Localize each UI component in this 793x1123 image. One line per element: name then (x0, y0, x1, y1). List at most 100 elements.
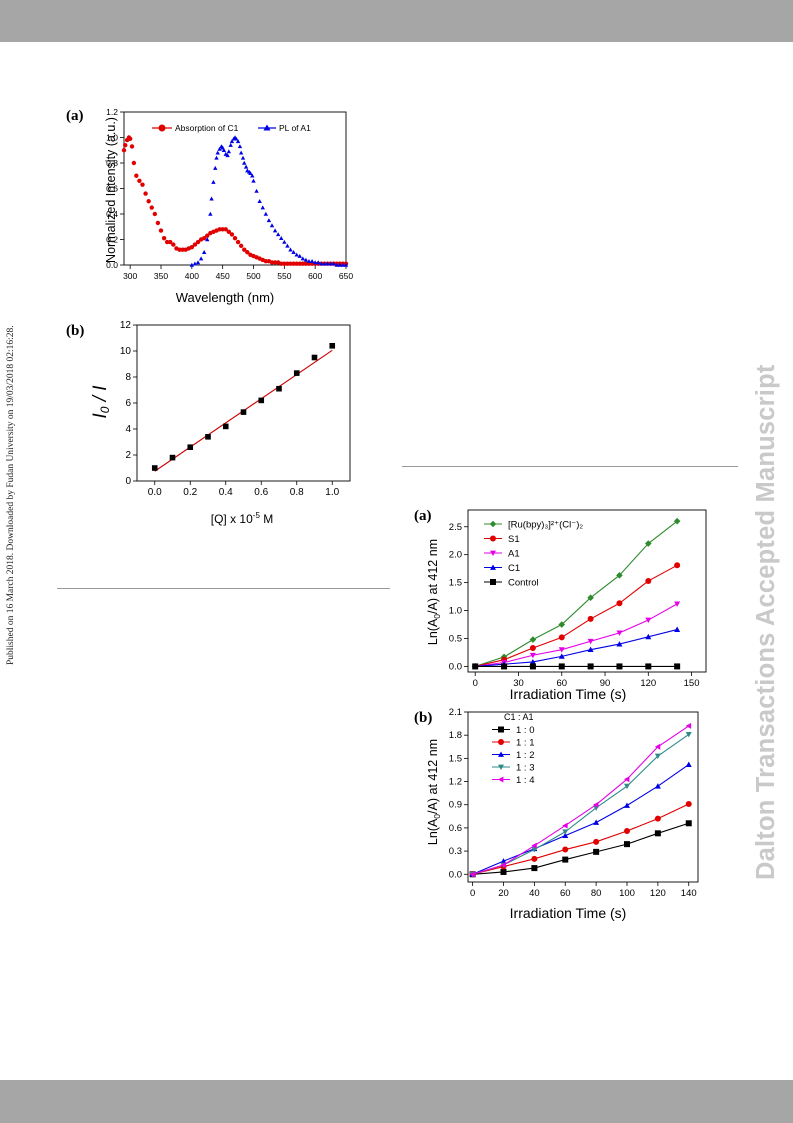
data-point (316, 260, 321, 265)
x-tick-label: 30 (513, 678, 524, 689)
x-tick-label: 0.4 (219, 487, 233, 498)
y-tick-label: 1.0 (449, 606, 462, 617)
legend-label: A1 (508, 549, 520, 560)
y-tick-label: 0.0 (106, 260, 118, 270)
y-tick-label: 12 (120, 320, 132, 331)
data-point (198, 256, 204, 261)
data-point (558, 653, 565, 659)
data-point (616, 572, 623, 579)
y-tick-label: 10 (120, 346, 132, 357)
panel-label-a: (a) (66, 108, 84, 124)
legend-label: S1 (508, 534, 520, 545)
x-tick-label: 350 (154, 271, 168, 281)
data-point (263, 211, 269, 216)
data-point (279, 236, 284, 240)
data-point (685, 732, 692, 738)
y-tick-label: 1.0 (106, 133, 118, 143)
plot-area: 300 350 400 450 500 550 600 650 0.0 0.2 0.4 0.6 0.8 1… (106, 107, 353, 281)
x-tick-label: 450 (216, 271, 230, 281)
panel-label-a: (a) (414, 508, 432, 524)
x-axis-label: Irradiation Time (s) (510, 686, 627, 702)
data-point (177, 247, 182, 252)
legend-label: Control (508, 578, 539, 589)
data-point (654, 743, 661, 750)
data-point (472, 663, 479, 670)
legend-label: [Ru(bpy)₃]²⁺(Cl⁻)₂ (508, 520, 583, 531)
data-point (623, 802, 630, 808)
data-point (288, 261, 293, 266)
legend-label: 1 : 3 (516, 763, 535, 774)
data-point (158, 228, 164, 233)
data-point (500, 858, 507, 864)
data-point (685, 800, 692, 807)
data-point (164, 239, 170, 245)
data-point (137, 178, 142, 184)
y-tick-label: 2.1 (449, 707, 462, 718)
data-point (645, 663, 652, 670)
data-point (248, 171, 253, 175)
data-point (217, 227, 222, 232)
data-point (217, 146, 222, 151)
y-tick-label: 4 (125, 424, 131, 435)
data-point (240, 155, 246, 160)
x-tick-label: 60 (560, 888, 571, 899)
x-tick-label: 600 (308, 271, 322, 281)
legend-marker (498, 751, 504, 757)
data-point (187, 444, 194, 450)
data-point (226, 229, 232, 235)
data-point (201, 236, 207, 241)
x-tick-label: 400 (185, 271, 199, 281)
data-point (312, 260, 318, 265)
legend-marker (498, 739, 504, 745)
y-tick-label: 2.5 (449, 522, 462, 533)
data-point (303, 257, 309, 262)
x-tick-label: 500 (246, 271, 260, 281)
data-point (215, 150, 220, 155)
x-tick-label: 0 (473, 678, 478, 689)
x-tick-label: 0.0 (148, 487, 162, 498)
y-tick-label: 1.5 (449, 578, 462, 589)
data-point (155, 220, 161, 226)
data-point (161, 236, 167, 241)
data-point (169, 454, 176, 461)
data-point (245, 250, 250, 255)
kinetics-ratio-chart: (b) 0 20 40 60 80 100 120 140 0.0 0.3 0.6 0.9 1.2 1.5… (414, 707, 699, 921)
data-point (131, 160, 137, 166)
data-point (234, 136, 239, 141)
data-point (343, 262, 349, 267)
data-point (140, 182, 145, 187)
data-point (263, 258, 269, 264)
data-point (285, 261, 290, 266)
data-point (192, 242, 198, 247)
x-tick-label: 300 (123, 271, 137, 281)
data-point (319, 261, 324, 266)
data-point (220, 227, 225, 232)
y-tick-label: 1.5 (449, 753, 462, 764)
data-point (593, 838, 600, 845)
data-point (288, 247, 293, 252)
x-tick-label: 80 (591, 888, 602, 899)
data-point (272, 260, 278, 265)
plot-area: 0 20 40 60 80 100 120 140 0.0 0.3 0.6 0.9 1.2 1.5 1.8 2… (449, 707, 699, 899)
data-point (500, 868, 507, 875)
data-point (654, 783, 661, 789)
data-point (558, 647, 565, 653)
y-tick-label: 2 (125, 450, 131, 461)
legend-label-pl: PL of A1 (279, 123, 311, 133)
data-point (285, 243, 290, 248)
data-point (531, 855, 538, 862)
y-tick-label: 0.2 (106, 235, 118, 245)
x-axis-label: Irradiation Time (s) (510, 905, 627, 921)
data-point (562, 856, 569, 863)
data-point (593, 819, 600, 825)
data-point (334, 262, 339, 267)
data-point (221, 148, 227, 153)
y-tick-label: 0.6 (106, 184, 118, 194)
data-point (243, 164, 249, 169)
x-tick-label: 0.8 (290, 487, 304, 498)
x-axis-label: [Q] x 10-5 M (211, 511, 274, 526)
data-point (562, 829, 569, 835)
plot-frame (123, 111, 347, 266)
data-point (260, 205, 265, 210)
data-point (593, 848, 600, 855)
